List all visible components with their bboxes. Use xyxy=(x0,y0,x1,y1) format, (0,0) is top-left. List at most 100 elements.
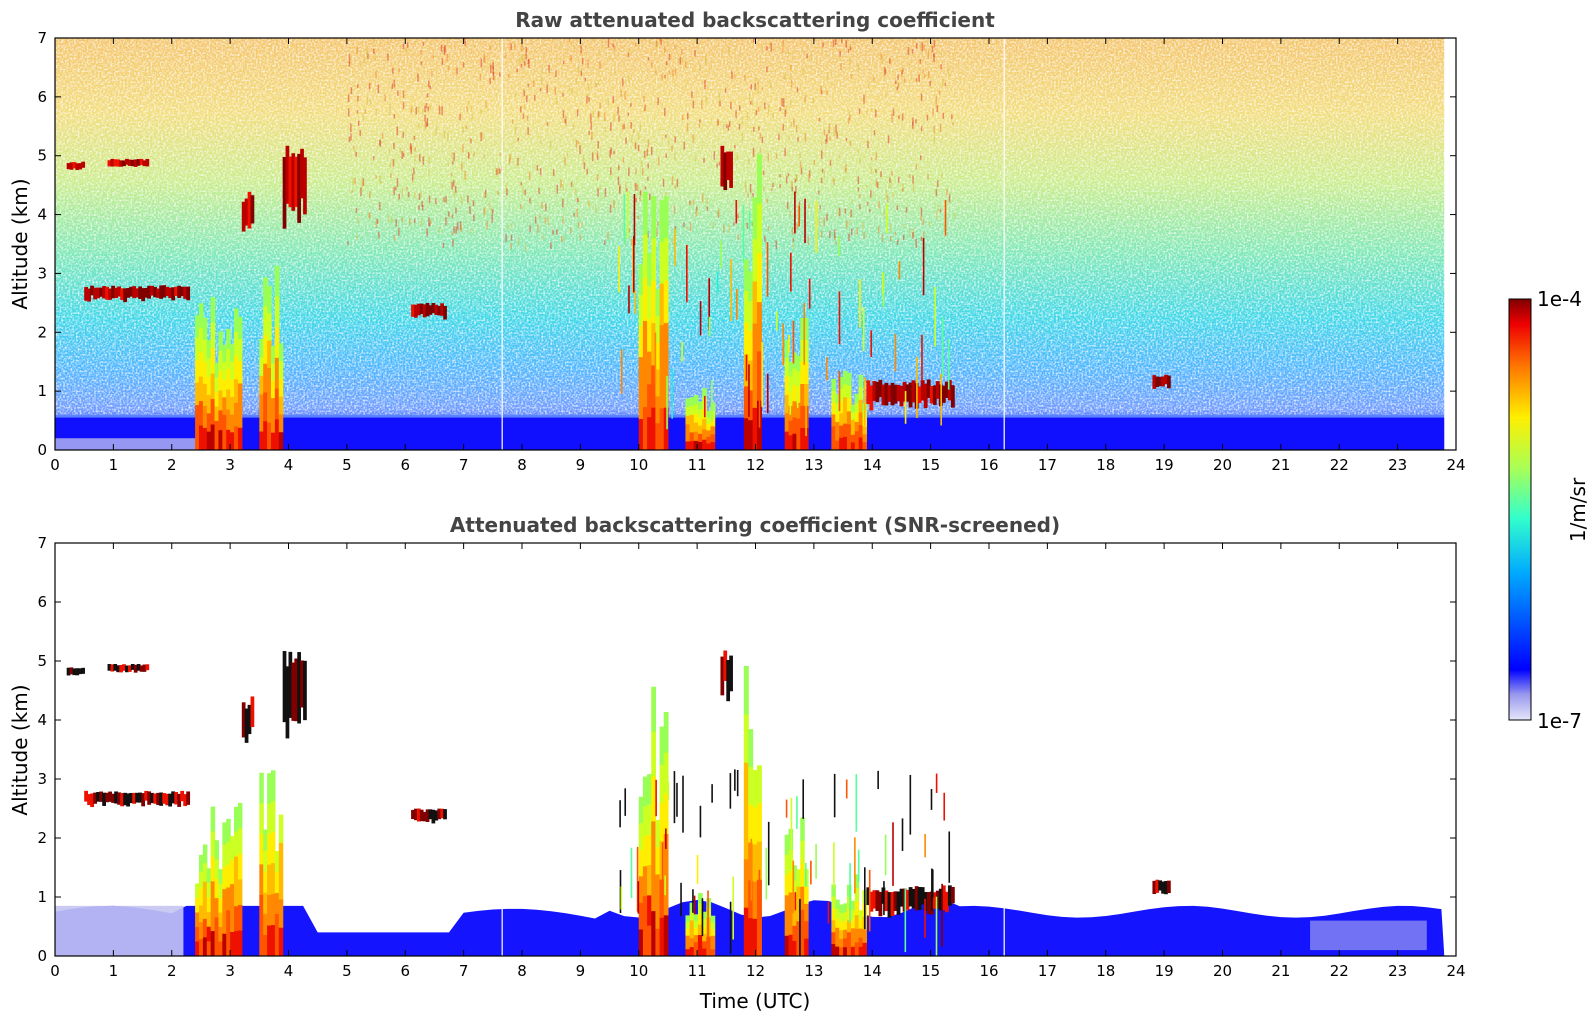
cloud-cell xyxy=(132,792,137,804)
noise-streak xyxy=(630,103,632,108)
noise-streak xyxy=(550,242,552,249)
noise-streak xyxy=(545,203,547,212)
noise-streak xyxy=(673,205,676,214)
noise-streak xyxy=(810,52,813,61)
precip-cell xyxy=(259,431,264,450)
precip-cell xyxy=(259,864,264,896)
noise-streak xyxy=(922,69,924,74)
noise-streak xyxy=(764,235,766,242)
noise-streak xyxy=(857,63,860,72)
noise-streak xyxy=(671,237,674,246)
noise-streak xyxy=(933,53,935,58)
cloud-cell xyxy=(414,808,418,821)
precip-cell xyxy=(710,949,716,956)
precip-streak xyxy=(796,796,798,829)
precip-cell xyxy=(756,765,762,804)
precip-cell xyxy=(234,379,239,404)
noise-streak xyxy=(875,179,878,187)
cloud-cell xyxy=(890,892,895,917)
cloud-cell xyxy=(93,792,97,804)
noise-streak xyxy=(661,73,663,80)
cloud-cell xyxy=(108,791,113,802)
cloud-cell xyxy=(720,145,725,187)
noise-streak xyxy=(628,228,630,233)
noise-streak xyxy=(418,123,420,129)
noise-streak xyxy=(361,182,363,188)
cloud-cell xyxy=(896,384,901,402)
precip-cell xyxy=(270,380,276,399)
noise-streak xyxy=(377,84,380,94)
noise-streak xyxy=(384,94,386,102)
precip-cell xyxy=(202,844,208,864)
cloud-cell xyxy=(138,286,143,299)
noise-streak xyxy=(559,41,562,50)
noise-streak xyxy=(435,198,437,205)
precip-cell xyxy=(647,318,652,353)
precip-cell xyxy=(206,941,212,956)
precip-cell xyxy=(230,908,235,933)
precip-cell xyxy=(850,937,856,948)
noise-streak xyxy=(438,226,441,234)
precip-cell xyxy=(278,432,284,450)
noise-streak xyxy=(424,121,427,130)
precip-cell xyxy=(748,729,754,768)
cloud-cell xyxy=(129,792,134,804)
precip-cell xyxy=(858,424,864,438)
precip-cell xyxy=(642,191,648,236)
precip-cell xyxy=(638,796,644,824)
precip-cell xyxy=(270,770,276,802)
precip-cell xyxy=(202,900,208,920)
noise-streak xyxy=(791,186,793,192)
noise-streak xyxy=(919,58,922,64)
noise-streak xyxy=(372,156,375,160)
noise-streak xyxy=(728,121,731,127)
noise-streak xyxy=(845,138,848,142)
precip-cell xyxy=(198,871,204,890)
precip-cell xyxy=(647,384,652,418)
precip-cell xyxy=(685,398,691,408)
noise-streak xyxy=(938,90,941,96)
noise-streak xyxy=(927,70,930,78)
cloud-cell xyxy=(114,791,119,804)
precip-streak xyxy=(883,881,885,916)
noise-streak xyxy=(396,178,399,187)
noise-streak xyxy=(915,163,917,170)
noise-streak xyxy=(833,126,835,136)
noise-streak xyxy=(401,150,403,159)
noise-streak xyxy=(492,62,494,69)
cloud-cell xyxy=(119,160,123,167)
cloud-cell xyxy=(129,286,134,297)
noise-streak xyxy=(562,184,564,192)
x-tick-label: 22 xyxy=(1330,962,1349,980)
precip-cell xyxy=(259,375,264,395)
noise-streak xyxy=(576,109,579,117)
noise-streak xyxy=(674,185,676,189)
noise-streak xyxy=(922,231,925,239)
noise-streak xyxy=(562,110,565,119)
noise-streak xyxy=(857,187,860,192)
precip-cell xyxy=(685,928,691,937)
precip-cell xyxy=(756,302,762,352)
noise-streak xyxy=(514,44,516,49)
noise-streak xyxy=(591,131,593,140)
precip-streak xyxy=(799,898,801,956)
noise-streak xyxy=(940,51,943,56)
precip-cell xyxy=(218,898,223,914)
cloud-cell xyxy=(96,287,100,299)
precip-cell xyxy=(792,880,797,897)
precip-cell xyxy=(839,904,844,914)
noise-streak xyxy=(470,106,473,112)
precip-cell xyxy=(706,946,712,956)
noise-streak xyxy=(401,187,404,197)
precip-cell xyxy=(835,431,840,442)
noise-streak xyxy=(872,76,875,82)
cloud-cell xyxy=(138,792,143,803)
precip-cell xyxy=(206,926,212,942)
noise-streak xyxy=(586,168,588,175)
precip-cell xyxy=(195,897,200,913)
precip-cell xyxy=(702,911,707,920)
precip-cell xyxy=(638,823,644,851)
noise-streak xyxy=(485,101,487,108)
cloud-cell xyxy=(110,664,115,672)
noise-streak xyxy=(590,122,593,130)
